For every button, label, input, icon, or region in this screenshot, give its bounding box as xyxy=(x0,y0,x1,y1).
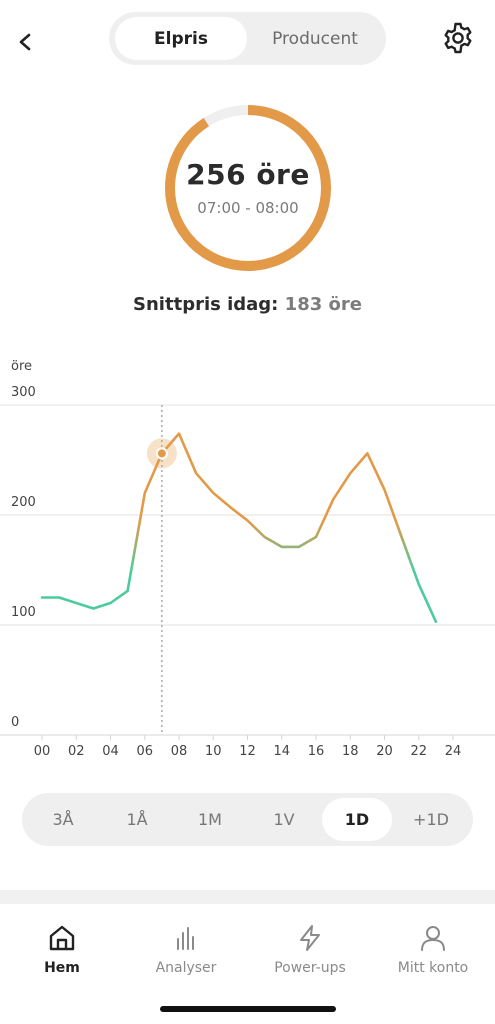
tab-producent[interactable]: Producent xyxy=(272,28,358,49)
nav-label-hem: Hem xyxy=(44,960,80,976)
price-line xyxy=(40,432,438,623)
x-tick-label: 02 xyxy=(68,744,85,759)
x-tick-label: 04 xyxy=(102,744,119,759)
back-button[interactable] xyxy=(10,26,42,58)
nav-label-power-ups: Power-ups xyxy=(274,960,346,976)
y-tick-label: 300 xyxy=(11,385,36,400)
nav-item-analyser[interactable]: Analyser xyxy=(124,922,248,976)
x-tick-label: 24 xyxy=(445,744,462,759)
x-tick-label: 18 xyxy=(342,744,359,759)
user-icon xyxy=(421,926,445,951)
y-tick-label: 100 xyxy=(11,605,36,620)
price-chart[interactable]: öre 300 200 100 0 00 02 04 06 08 10 12 14 16 18 20 22 2… xyxy=(0,340,495,770)
x-tick-label: 12 xyxy=(239,744,256,759)
y-tick-label: 0 xyxy=(11,715,19,730)
x-tick-label: 16 xyxy=(308,744,325,759)
range-option-1m[interactable]: 1M xyxy=(198,810,222,829)
current-price: 256 öre xyxy=(186,158,310,191)
nav-item-power-ups[interactable]: Power-ups xyxy=(248,922,372,976)
y-tick-label: 200 xyxy=(11,495,36,510)
current-price-time: 07:00 - 08:00 xyxy=(197,199,299,217)
x-tick-label: 08 xyxy=(171,744,188,759)
nav-divider xyxy=(0,890,495,904)
x-tick-label: 00 xyxy=(34,744,51,759)
range-option-3y[interactable]: 3Å xyxy=(52,810,74,829)
average-price: Snittpris idag: 183 öre xyxy=(0,294,495,315)
selected-point xyxy=(155,447,168,460)
range-option-next-day[interactable]: +1D xyxy=(413,810,449,829)
x-tick-label: 10 xyxy=(205,744,222,759)
x-tick-label: 22 xyxy=(410,744,427,759)
nav-item-mitt-konto[interactable]: Mitt konto xyxy=(371,922,495,976)
tab-elpris[interactable]: Elpris xyxy=(115,17,247,60)
range-option-1w[interactable]: 1V xyxy=(273,810,295,829)
average-price-label: Snittpris idag: xyxy=(133,294,279,315)
price-gauge xyxy=(165,105,331,271)
nav-label-analyser: Analyser xyxy=(155,960,217,976)
range-option-1y[interactable]: 1Å xyxy=(126,810,148,829)
gauge-progress xyxy=(165,105,331,271)
x-tick-label: 06 xyxy=(136,744,153,759)
settings-button[interactable] xyxy=(438,18,478,58)
chevron-left-icon xyxy=(19,33,31,51)
x-tick-label: 14 xyxy=(273,744,290,759)
range-option-1d[interactable]: 1D xyxy=(322,798,392,841)
average-price-value: 183 öre xyxy=(284,294,362,315)
range-selector: 3Å 1Å 1M 1V 1D +1D xyxy=(22,793,473,846)
gear-icon xyxy=(444,22,472,54)
price-type-toggle: Elpris Producent xyxy=(109,12,386,65)
home-icon xyxy=(49,925,75,951)
home-indicator xyxy=(160,1006,336,1012)
nav-item-hem[interactable]: Hem xyxy=(0,922,124,976)
nav-label-mitt-konto: Mitt konto xyxy=(397,960,469,976)
bottom-navigation: Hem Analyser Power-ups Mitt konto xyxy=(0,904,495,1024)
bar-chart-icon xyxy=(177,927,194,950)
y-axis-label: öre xyxy=(11,359,32,374)
x-tick-label: 20 xyxy=(376,744,393,759)
lightning-icon xyxy=(300,925,320,951)
